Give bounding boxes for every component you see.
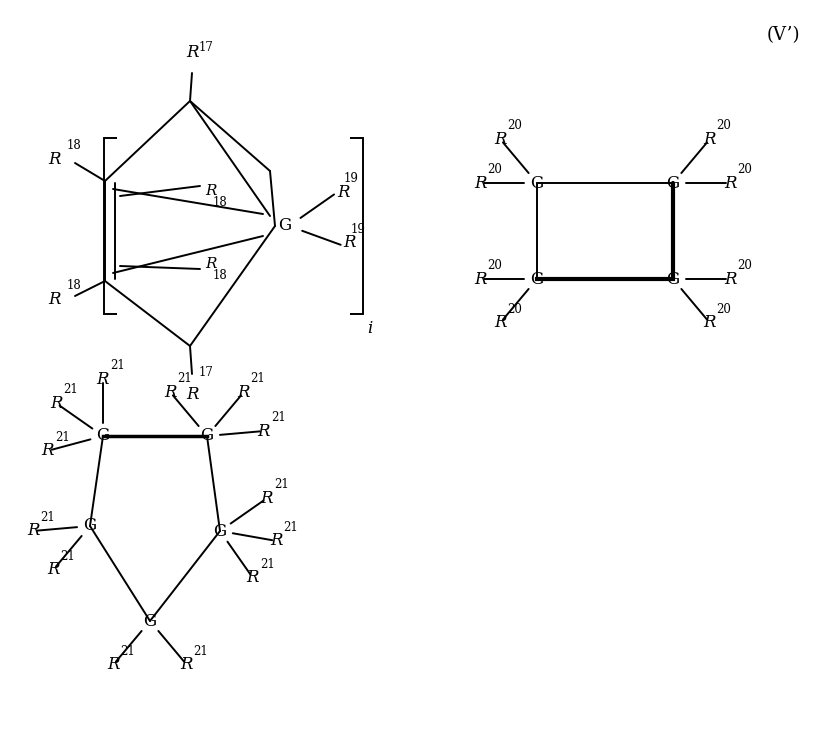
Text: R: R [181, 657, 193, 673]
Text: i: i [367, 320, 372, 337]
Text: 20: 20 [507, 302, 522, 316]
Text: 21: 21 [194, 645, 209, 658]
Text: 21: 21 [55, 431, 69, 444]
Text: R: R [474, 174, 486, 191]
Text: 21: 21 [64, 383, 78, 396]
Text: G: G [214, 522, 227, 539]
Text: R: R [494, 314, 507, 331]
Text: 20: 20 [737, 259, 752, 272]
Text: 21: 21 [271, 411, 285, 424]
Text: 19: 19 [351, 223, 365, 236]
Text: 17: 17 [199, 366, 214, 379]
Text: G: G [200, 428, 214, 445]
Text: R: R [49, 290, 61, 308]
Text: 18: 18 [213, 196, 228, 209]
Text: R: R [42, 442, 54, 459]
Text: 17: 17 [199, 41, 214, 54]
Text: G: G [278, 218, 291, 234]
Text: 21: 21 [283, 521, 298, 534]
Text: 20: 20 [717, 119, 732, 133]
Text: 20: 20 [507, 119, 522, 133]
Text: R: R [724, 174, 736, 191]
Text: 21: 21 [260, 558, 275, 571]
Text: 21: 21 [177, 372, 192, 385]
Text: R: R [47, 561, 59, 578]
Text: R: R [238, 384, 250, 401]
Text: R: R [270, 532, 282, 549]
Text: G: G [530, 270, 544, 288]
Text: 18: 18 [67, 279, 82, 292]
Text: 21: 21 [40, 511, 55, 524]
Text: R: R [27, 522, 40, 539]
Text: G: G [667, 174, 680, 191]
Text: R: R [724, 270, 736, 288]
Text: R: R [261, 490, 273, 507]
Text: R: R [494, 131, 507, 148]
Text: 20: 20 [487, 259, 502, 272]
Text: 21: 21 [274, 478, 289, 491]
Text: R: R [344, 234, 356, 251]
Text: 18: 18 [67, 139, 82, 152]
Text: G: G [144, 613, 157, 630]
Text: R: R [186, 386, 198, 403]
Text: R: R [97, 370, 109, 388]
Text: R: R [704, 314, 716, 331]
Text: R: R [205, 257, 216, 271]
Text: 21: 21 [251, 372, 266, 385]
Text: R: R [257, 422, 270, 439]
Text: 21: 21 [110, 359, 125, 372]
Text: G: G [530, 174, 544, 191]
Text: R: R [474, 270, 486, 288]
Text: R: R [205, 184, 216, 198]
Text: R: R [186, 44, 198, 61]
Text: 21: 21 [120, 645, 135, 658]
Text: 20: 20 [717, 302, 732, 316]
Text: R: R [164, 384, 177, 401]
Text: G: G [667, 270, 680, 288]
Text: 21: 21 [60, 550, 75, 562]
Text: R: R [337, 184, 350, 201]
Text: 20: 20 [737, 163, 752, 176]
Text: R: R [50, 395, 63, 412]
Text: 20: 20 [487, 163, 502, 176]
Text: G: G [83, 517, 97, 534]
Text: R: R [704, 131, 716, 148]
Text: R: R [247, 569, 259, 586]
Text: R: R [49, 150, 61, 167]
Text: R: R [107, 657, 120, 673]
Text: (V’): (V’) [766, 26, 800, 44]
Text: G: G [97, 428, 110, 445]
Text: 19: 19 [344, 173, 359, 185]
Text: 18: 18 [213, 269, 228, 282]
